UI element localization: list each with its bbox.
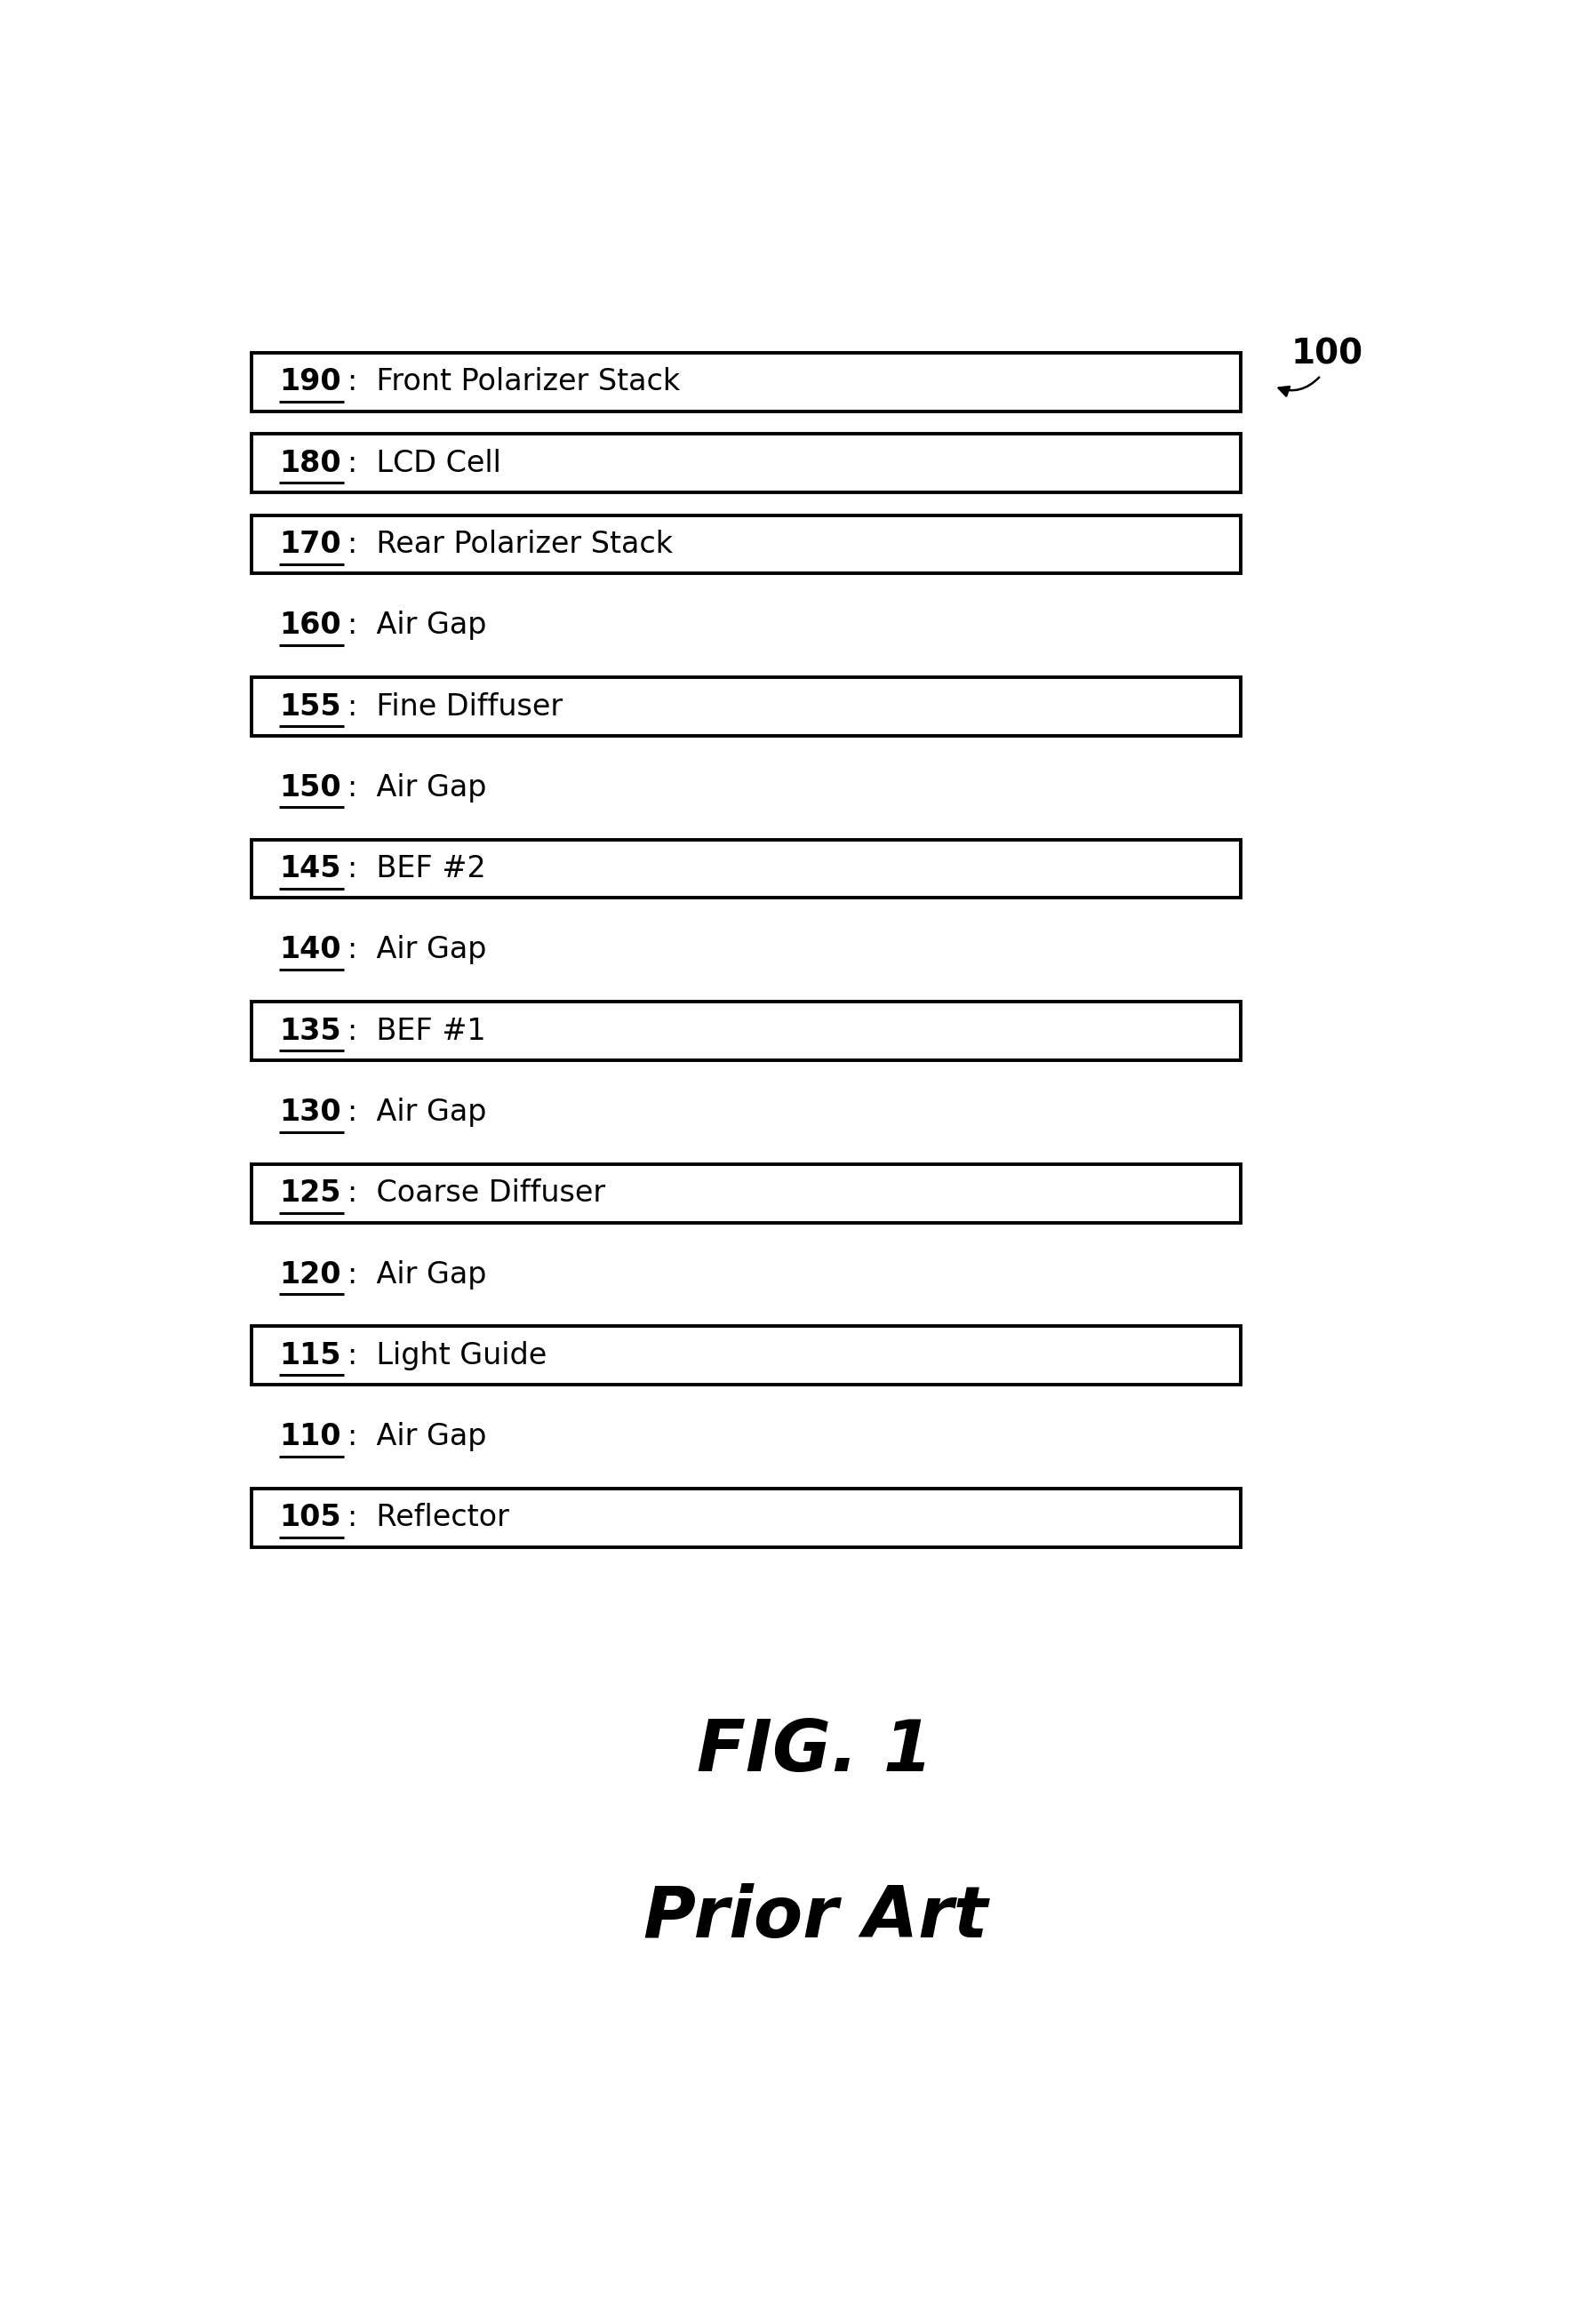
Text: FIG. 1: FIG. 1: [696, 1717, 933, 1787]
Bar: [251, 353, 1240, 411]
Text: 190: 190: [278, 367, 340, 397]
Text: 135: 135: [278, 1016, 340, 1046]
Text: :  Coarse Diffuser: : Coarse Diffuser: [347, 1178, 604, 1208]
Text: 140: 140: [278, 934, 340, 964]
Bar: [251, 839, 1240, 897]
Text: 150: 150: [278, 774, 340, 802]
Bar: [251, 516, 1240, 574]
Text: 120: 120: [278, 1260, 340, 1290]
Bar: [251, 1327, 1240, 1385]
Text: :  Air Gap: : Air Gap: [347, 934, 487, 964]
Text: :  Fine Diffuser: : Fine Diffuser: [347, 693, 563, 720]
Text: 125: 125: [278, 1178, 340, 1208]
Text: 110: 110: [278, 1422, 340, 1450]
Text: :  Rear Polarizer Stack: : Rear Polarizer Stack: [347, 530, 673, 560]
Text: 130: 130: [278, 1097, 340, 1127]
Text: :  Air Gap: : Air Gap: [347, 1260, 487, 1290]
Text: 180: 180: [278, 449, 340, 479]
Text: :  LCD Cell: : LCD Cell: [347, 449, 501, 479]
Bar: [251, 1002, 1240, 1060]
Text: :  Air Gap: : Air Gap: [347, 1422, 487, 1450]
Text: 170: 170: [278, 530, 340, 560]
Bar: [251, 1490, 1240, 1548]
Text: :  Light Guide: : Light Guide: [347, 1341, 547, 1371]
Text: :  BEF #2: : BEF #2: [347, 855, 485, 883]
Text: 115: 115: [278, 1341, 340, 1371]
Bar: [251, 1164, 1240, 1222]
Bar: [251, 676, 1240, 737]
Text: :  BEF #1: : BEF #1: [347, 1016, 485, 1046]
Text: 100: 100: [1289, 337, 1363, 372]
Bar: [251, 435, 1240, 493]
Text: 105: 105: [278, 1504, 340, 1532]
Text: 145: 145: [278, 855, 340, 883]
Text: :  Air Gap: : Air Gap: [347, 774, 487, 802]
Text: 160: 160: [278, 611, 340, 639]
Text: :  Reflector: : Reflector: [347, 1504, 509, 1532]
Text: :  Air Gap: : Air Gap: [347, 611, 487, 639]
Text: 155: 155: [278, 693, 340, 720]
Text: :  Air Gap: : Air Gap: [347, 1097, 487, 1127]
Text: Prior Art: Prior Art: [642, 1882, 987, 1952]
Text: :  Front Polarizer Stack: : Front Polarizer Stack: [347, 367, 679, 397]
